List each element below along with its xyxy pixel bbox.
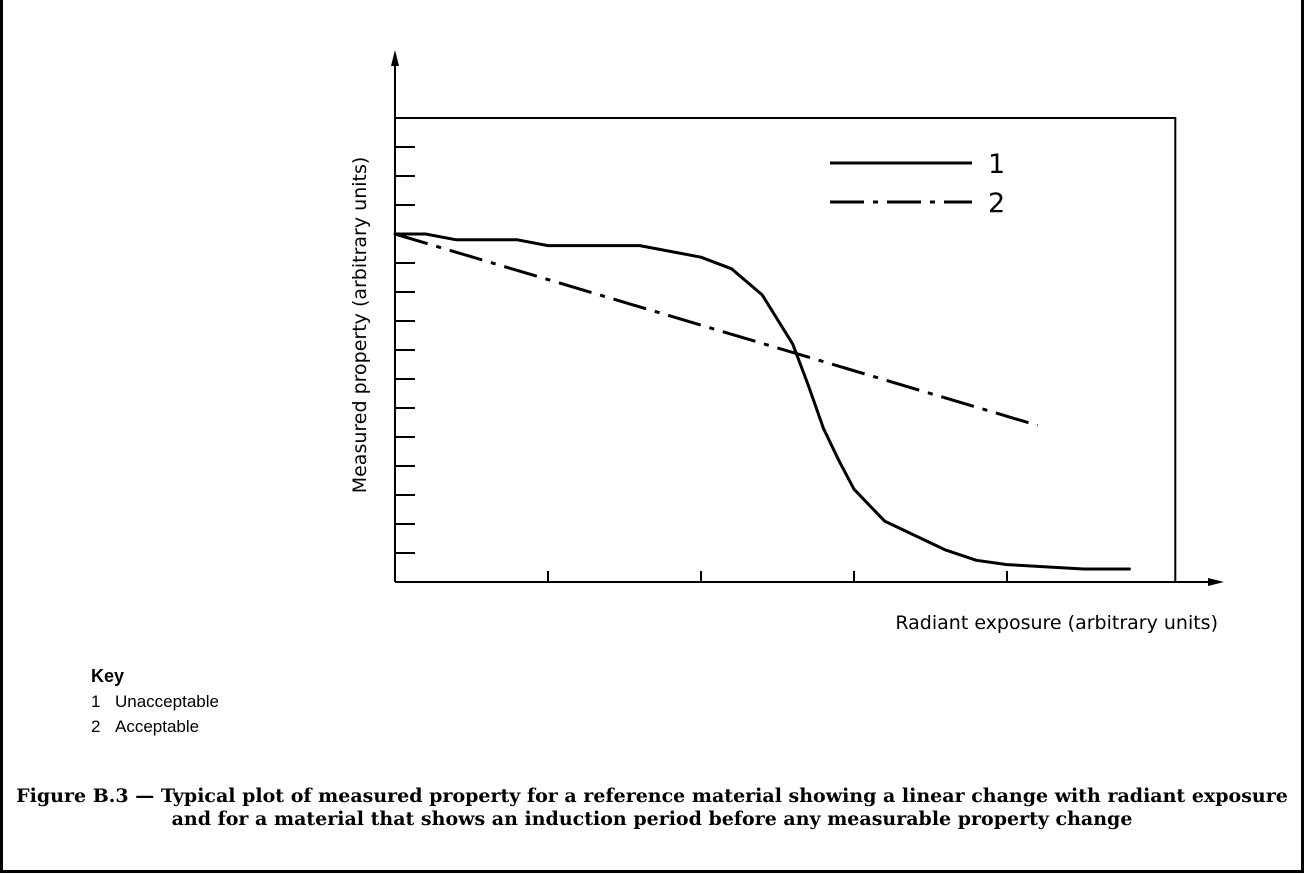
series-line-1 [393, 232, 1131, 571]
key-item-1: 1 Unacceptable [91, 689, 219, 714]
key-item-label: Unacceptable [115, 692, 219, 711]
y-axis-label: Measured property (arbitrary units) [349, 157, 371, 494]
key: Key 1 Unacceptable 2 Acceptable [91, 664, 219, 739]
key-title: Key [91, 666, 125, 686]
plot-area [391, 50, 1224, 586]
key-item-number: 2 [91, 717, 101, 736]
legend: 1 2 [830, 149, 1005, 219]
x-axis-label: Radiant exposure (arbitrary units) [895, 612, 1218, 634]
legend-label-1: 1 [988, 149, 1005, 180]
x-axis-arrow [1208, 578, 1224, 586]
chart: 1 2 Radiant exposure (arbitrary units) M… [349, 50, 1224, 634]
key-item-label: Acceptable [115, 717, 200, 736]
key-item-number: 1 [91, 692, 101, 711]
y-axis-arrow [391, 50, 399, 66]
plot-frame [395, 117, 1177, 582]
key-item-2: 2 Acceptable [91, 714, 219, 739]
figure-caption: Figure B.3 — Typical plot of measured pr… [16, 785, 1288, 830]
legend-label-2: 2 [988, 188, 1005, 219]
series-line-2 [394, 232, 1039, 427]
